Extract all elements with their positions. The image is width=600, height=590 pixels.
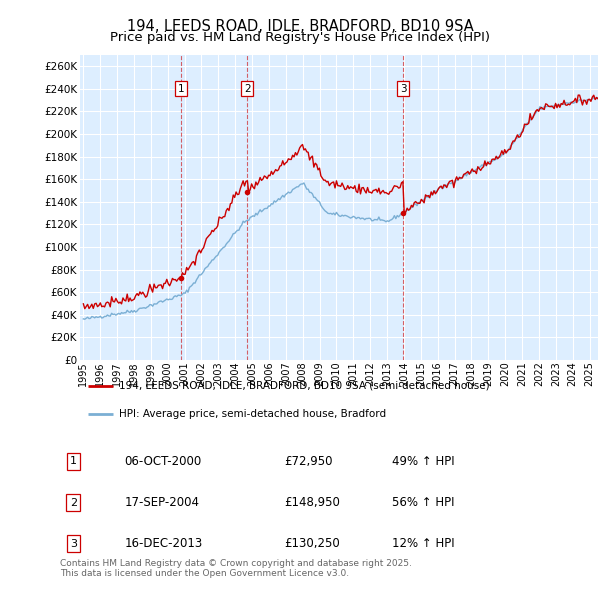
Text: 2: 2 <box>244 84 251 94</box>
Text: 3: 3 <box>70 539 77 549</box>
Text: 1: 1 <box>178 84 184 94</box>
Text: 194, LEEDS ROAD, IDLE, BRADFORD, BD10 9SA: 194, LEEDS ROAD, IDLE, BRADFORD, BD10 9S… <box>127 19 473 34</box>
Text: 56% ↑ HPI: 56% ↑ HPI <box>392 496 454 509</box>
Text: 194, LEEDS ROAD, IDLE, BRADFORD, BD10 9SA (semi-detached house): 194, LEEDS ROAD, IDLE, BRADFORD, BD10 9S… <box>119 381 489 391</box>
Text: 06-OCT-2000: 06-OCT-2000 <box>124 455 202 468</box>
Text: 2: 2 <box>70 497 77 507</box>
Text: £72,950: £72,950 <box>285 455 333 468</box>
Text: Contains HM Land Registry data © Crown copyright and database right 2025.
This d: Contains HM Land Registry data © Crown c… <box>60 559 412 578</box>
Text: 3: 3 <box>400 84 407 94</box>
Text: HPI: Average price, semi-detached house, Bradford: HPI: Average price, semi-detached house,… <box>119 409 386 419</box>
Text: 49% ↑ HPI: 49% ↑ HPI <box>392 455 454 468</box>
Text: 16-DEC-2013: 16-DEC-2013 <box>124 537 202 550</box>
Text: 17-SEP-2004: 17-SEP-2004 <box>124 496 199 509</box>
Text: 12% ↑ HPI: 12% ↑ HPI <box>392 537 454 550</box>
Text: £148,950: £148,950 <box>285 496 341 509</box>
Text: 1: 1 <box>70 456 77 466</box>
Text: Price paid vs. HM Land Registry's House Price Index (HPI): Price paid vs. HM Land Registry's House … <box>110 31 490 44</box>
Text: £130,250: £130,250 <box>285 537 340 550</box>
